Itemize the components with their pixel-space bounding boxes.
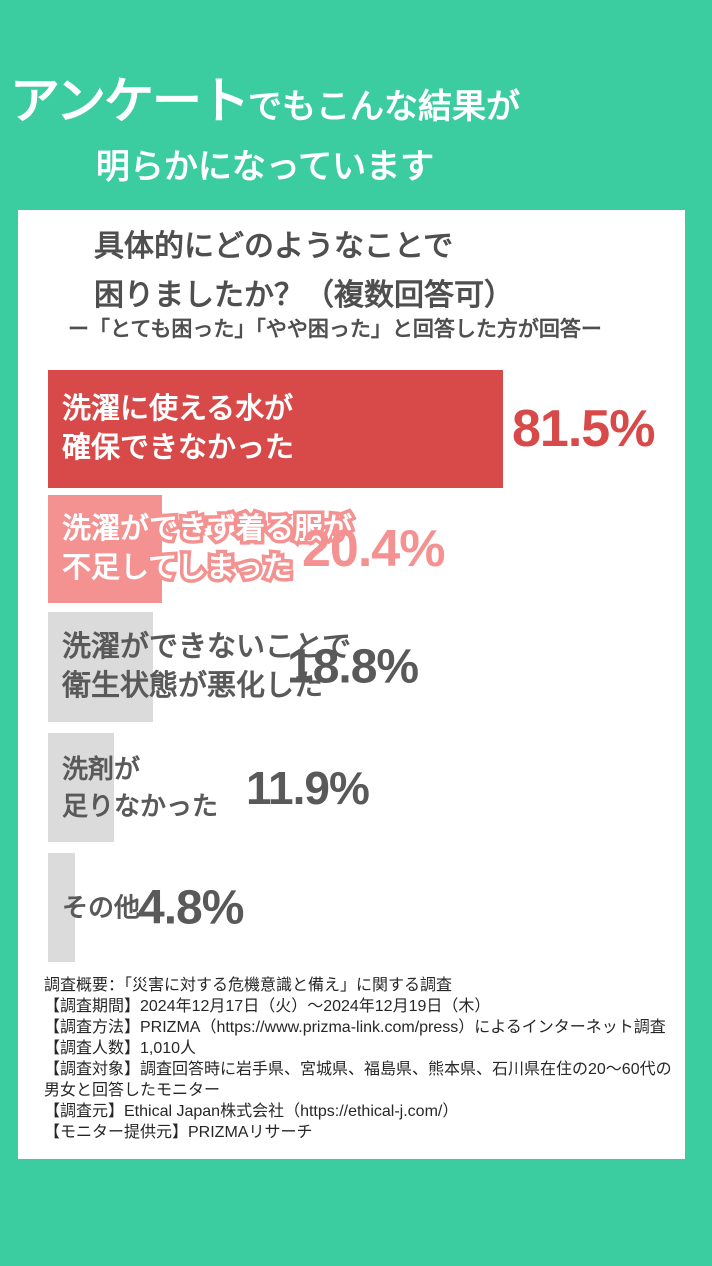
bar-label-line1: 洗剤が	[62, 753, 141, 784]
survey-overview: 調査概要：「災害に対する危機意識と備え」に関する調査 【調査期間】2024年12…	[44, 975, 680, 1143]
chart-title-line1: 具体的にどのようなことで	[94, 230, 454, 263]
survey-count-line: 【調査人数】1,010人	[44, 1040, 197, 1057]
bar-row: 洗濯ができず着る服が 不足してしまった 20.4%	[18, 495, 685, 603]
bar-label-line2: 不足してしまった	[58, 549, 295, 588]
chart-title: 具体的にどのようなことで 困りましたか？（複数回答可）	[94, 222, 514, 320]
bar-label-line2: 衛生状態が悪化した	[62, 670, 324, 702]
survey-card: 具体的にどのようなことで 困りましたか？（複数回答可） ー「とても困った」「やや…	[18, 210, 685, 1159]
survey-source-line: 【調査元】Ethical Japan株式会社（https://ethical-j…	[44, 1103, 459, 1120]
bar-value-label: 11.9%	[246, 761, 370, 814]
header-banner: アンケートでもこんな結果が 明らかになっています	[0, 70, 530, 189]
chart-title-line2: 困りましたか？（複数回答可）	[94, 279, 514, 312]
bar-detergent-shortage	[48, 733, 115, 842]
header-line2: 明らかになっています	[95, 148, 435, 186]
bar-label: 洗剤が 足りなかった	[62, 751, 218, 825]
bar-water-shortage	[48, 370, 503, 488]
bar-label: 洗濯ができず着る服が 不足してしまった	[58, 510, 355, 588]
bar-value-label: 4.8%	[138, 881, 244, 934]
bar-label-line1: 洗濯ができず着る服が	[58, 510, 355, 549]
survey-method-line: 【調査方法】PRIZMA（https://www.prizma-link.com…	[44, 1019, 666, 1036]
header-keyword: アンケート	[10, 73, 250, 129]
bar-label-line1: 洗濯ができないことで	[62, 631, 352, 663]
bar-row: 洗濯ができないことで 衛生状態が悪化した 18.8%	[18, 612, 685, 722]
bar-other	[48, 853, 75, 962]
bar-label-line1: 洗濯に使える水が	[62, 393, 294, 425]
survey-target-line: 【調査対象】調査回答時に岩手県、宮城県、福島県、熊本県、石川県在住の20〜60代…	[44, 1061, 672, 1099]
bar-row: 洗剤が 足りなかった 11.9%	[18, 733, 685, 842]
bar-hygiene-worsened	[48, 612, 153, 722]
header-line1-rest: でもこんな結果が	[248, 88, 520, 126]
survey-period-line: 【調査期間】2024年12月17日（火）〜2024年12月19日（木）	[44, 998, 491, 1015]
bar-label: 洗濯に使える水が 確保できなかった	[62, 390, 294, 468]
bar-label: 洗濯ができないことで 衛生状態が悪化した	[62, 628, 351, 706]
bar-label: その他	[62, 888, 140, 927]
bar-value-label: 81.5%	[512, 400, 655, 458]
bar-label-line1: その他	[62, 892, 141, 922]
survey-monitor-line: 【モニター提供元】PRIZMAリサーチ	[44, 1124, 313, 1141]
bar-row: 洗濯に使える水が 確保できなかった 81.5%	[18, 370, 685, 488]
header-line1: アンケートでもこんな結果が	[0, 70, 530, 145]
chart-subtitle: ー「とても困った」「やや困った」と回答した方が回答ー	[68, 318, 602, 341]
bar-label-line2: 確保できなかった	[62, 432, 295, 464]
bar-label-line2: 足りなかった	[62, 790, 219, 821]
bar-value-label: 20.4%	[302, 520, 445, 578]
bar-value-label: 18.8%	[287, 640, 419, 694]
bar-clothes-shortage	[48, 495, 162, 603]
survey-overview-line: 調査概要：「災害に対する危機意識と備え」に関する調査	[44, 977, 453, 994]
bar-row: その他 4.8%	[18, 853, 685, 962]
